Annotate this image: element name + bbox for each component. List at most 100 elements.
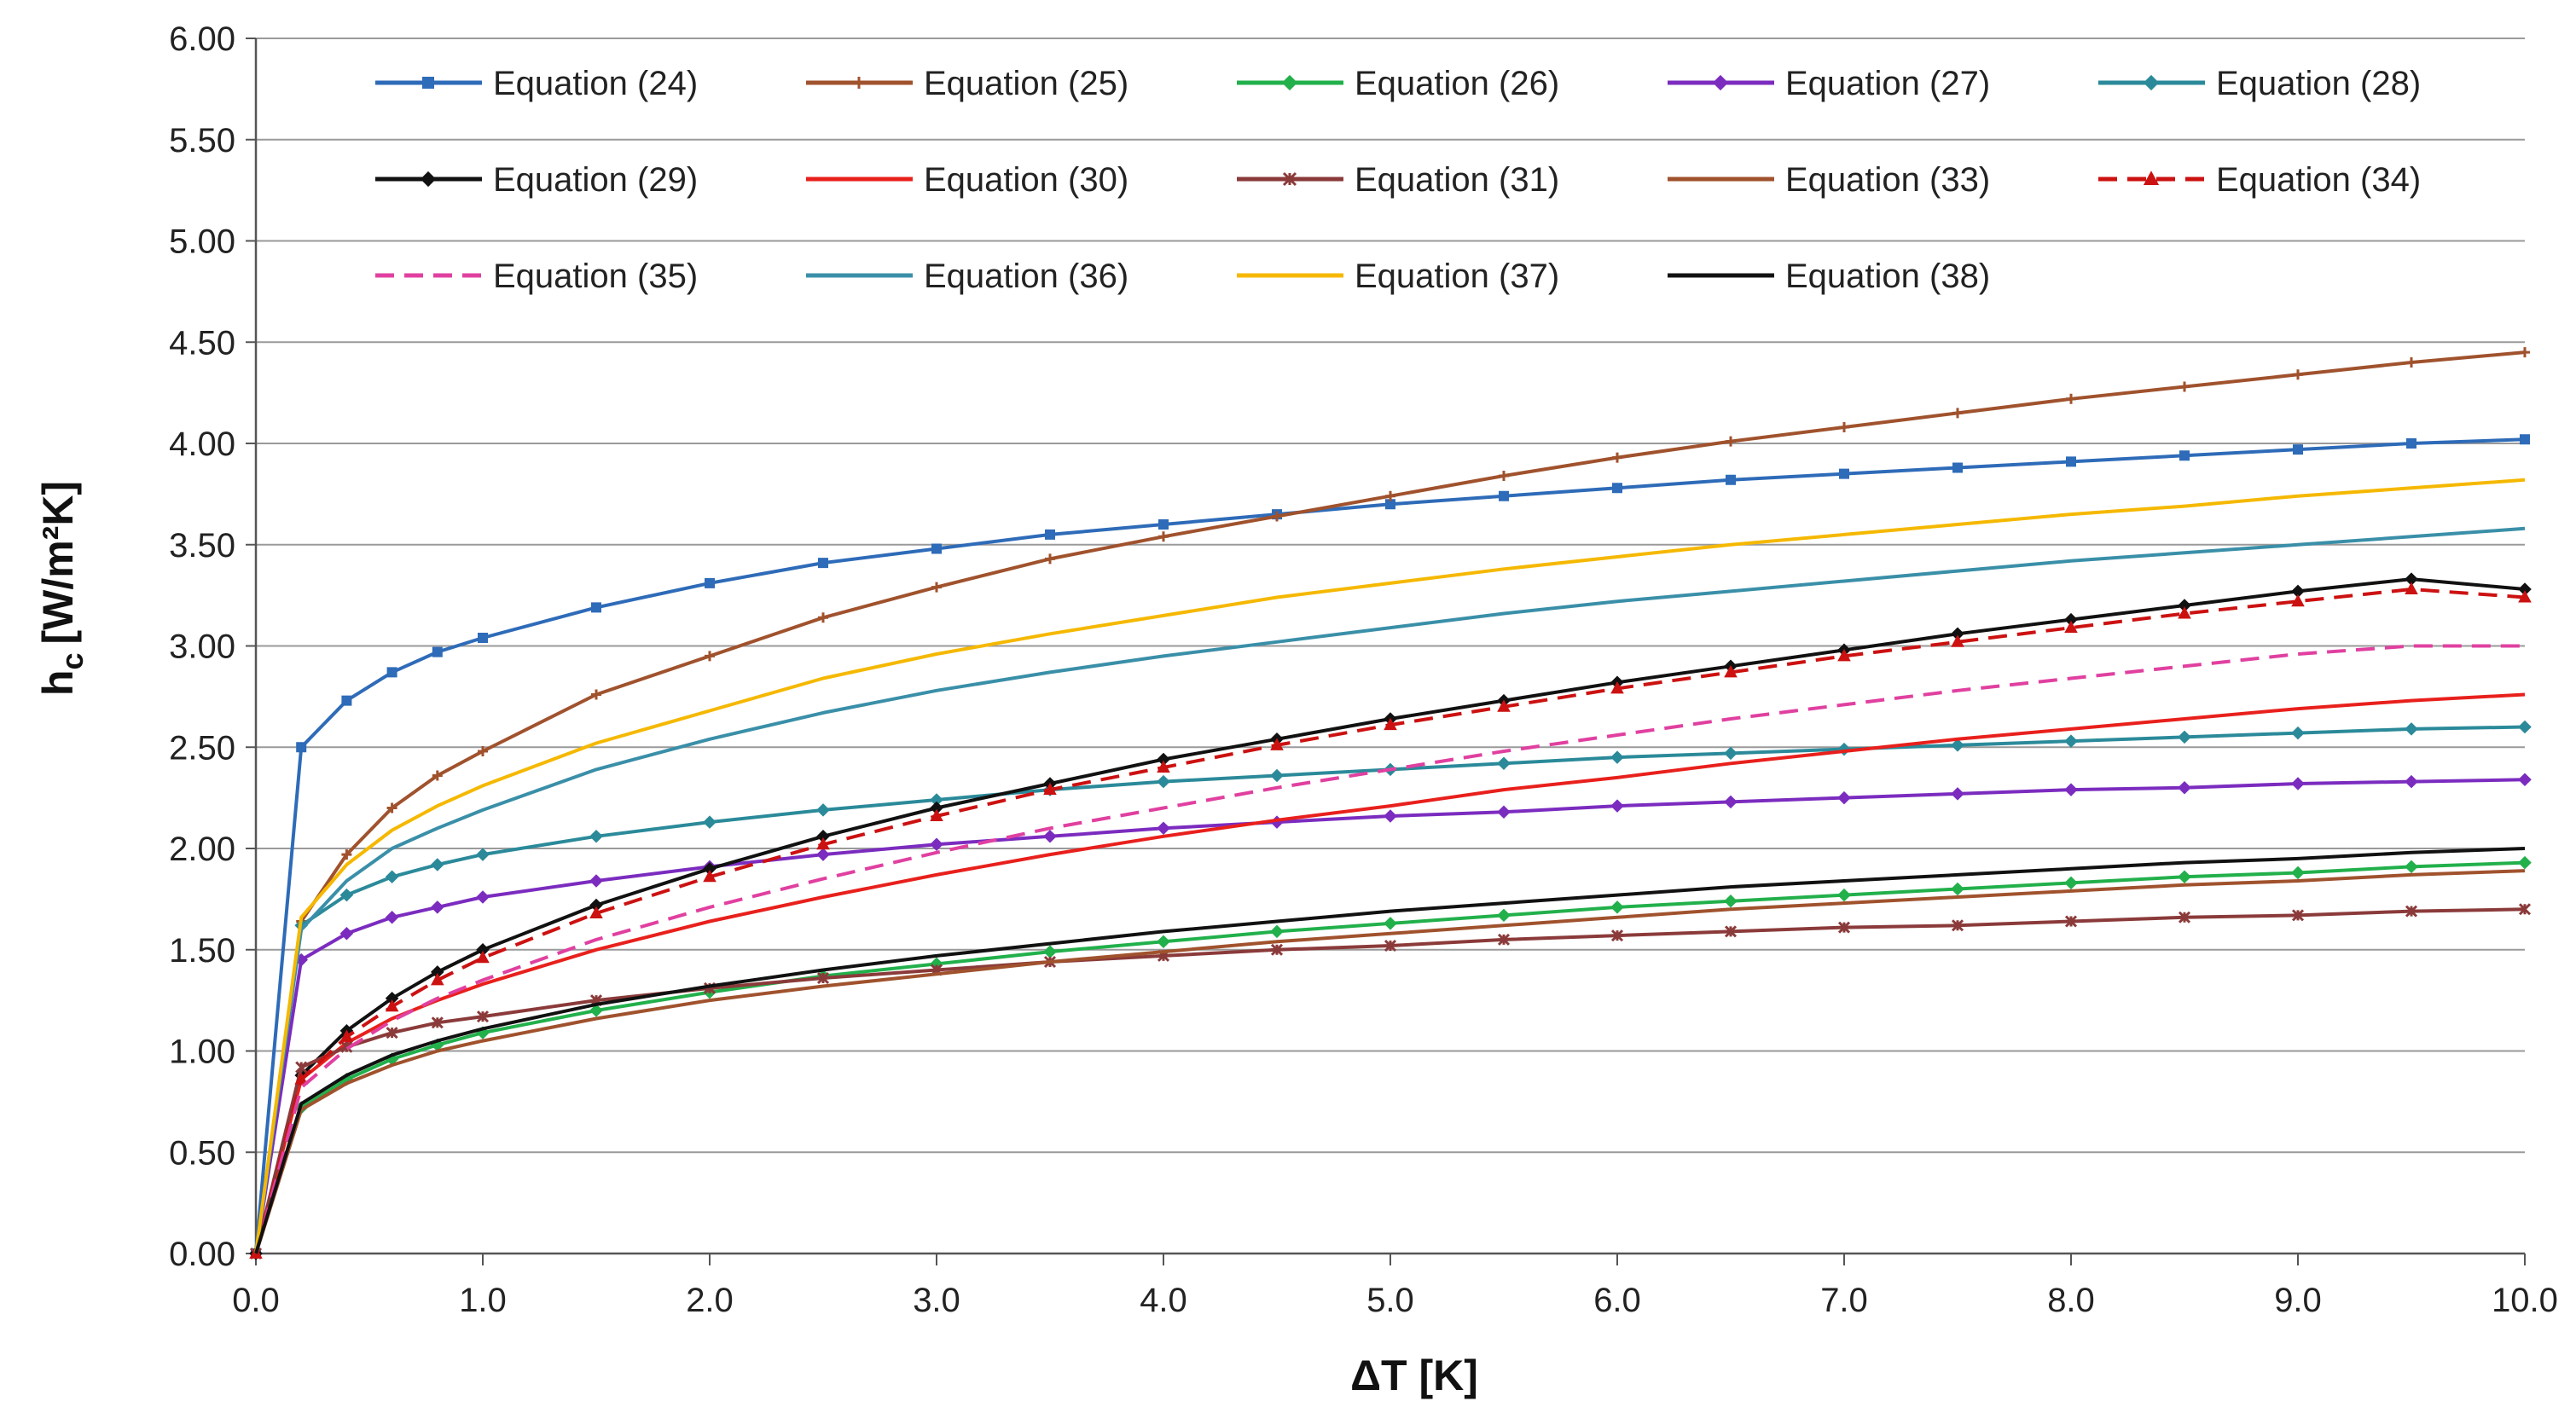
data-point [2406,357,2416,368]
data-point [1158,531,1169,542]
data-point [431,900,444,914]
y-tick-label: 1.50 [169,932,235,970]
data-point [1157,760,1170,773]
data-point [478,633,488,643]
data-point [1045,553,1055,565]
data-point [476,1010,490,1023]
data-point [476,950,490,964]
series-group [249,347,2532,1260]
legend-label: Equation (26) [1355,65,1559,102]
series-line [254,437,2526,1254]
data-point [1157,752,1170,767]
data-point [2293,444,2303,455]
series-line [254,869,2526,1254]
legend-label: Equation (24) [493,65,698,102]
data-point [2405,722,2418,736]
data-point [2518,582,2532,596]
y-tick-label: 3.50 [169,527,235,565]
data-point [1497,805,1511,819]
y-tick-label: 2.00 [169,831,235,868]
data-point [2291,777,2305,790]
data-point [1952,462,1963,473]
data-point [1612,452,1622,463]
data-point [2064,915,2078,928]
legend-marker [420,171,437,188]
data-point [2178,870,2191,884]
data-point [931,582,942,593]
data-point [2064,734,2078,748]
data-point [703,869,717,883]
series-38 [254,847,2526,1254]
data-point [1043,782,1057,796]
y-axis-title: hc [W/m²K] [34,481,90,696]
data-point [1951,882,1964,896]
legend-entry: Equation (34) [2098,161,2421,199]
data-point [1724,795,1738,809]
data-point [930,793,943,807]
data-point [385,910,399,924]
data-point [2291,726,2305,740]
x-tick-label: 6.0 [1593,1282,1641,1319]
legend-marker [853,77,865,89]
axes: 0.00 0.50 1.00 1.50 2.00 2.50 3.00 3.50 4.00 4.50… [169,20,2558,1319]
y-tick-label: 2.50 [169,729,235,767]
data-point [1497,908,1511,923]
data-point [1839,422,1849,432]
data-point [591,689,601,700]
data-point [1385,499,1395,510]
data-point [1499,471,1509,481]
series-30 [254,692,2526,1254]
data-point [816,848,830,861]
legend-marker [1281,74,1298,91]
data-point [2405,905,2418,918]
legend-label: Equation (31) [1355,161,1559,199]
data-point [930,837,943,852]
data-point [2064,783,2078,796]
series-34 [249,582,2532,1259]
data-point [1724,746,1738,761]
data-point [1951,627,1964,641]
data-point [1610,929,1624,942]
data-point [1726,474,1736,485]
data-point [476,890,490,904]
data-point [2178,599,2191,612]
legend-entry: Equation (36) [806,258,1128,295]
data-point [385,870,399,884]
data-point [930,808,943,821]
data-point [1272,511,1282,522]
data-point [2066,456,2076,467]
data-point [431,858,444,871]
data-point [2291,584,2305,599]
data-point [2064,620,2078,634]
data-point [2064,612,2078,627]
series-28 [249,720,2532,1260]
data-point [2406,438,2416,449]
legend-marker [1712,74,1729,91]
series-24 [251,434,2530,1259]
data-point [1497,756,1511,771]
legend-entry: Equation (25) [806,65,1128,102]
data-point [386,802,397,814]
series-36 [254,526,2526,1254]
data-point [589,906,603,918]
gridlines [256,38,2525,1154]
data-point [1724,664,1738,678]
data-point [703,815,717,829]
legend-label: Equation (28) [2216,65,2421,102]
data-point [589,1004,603,1017]
data-point [2291,593,2305,607]
legend-entry: Equation (28) [2098,65,2421,102]
y-tick-label: 6.00 [169,20,235,58]
y-tick-label: 5.50 [169,122,235,159]
data-point [2518,773,2532,787]
series-line [254,350,2526,1254]
data-point [1043,945,1057,958]
legend-entry: Equation (27) [1668,65,1990,102]
series-35 [254,644,2525,1254]
data-point [2405,572,2418,586]
data-point [1612,483,1622,494]
y-tick-label: 0.50 [169,1134,235,1172]
series-line [254,478,2526,1254]
data-point [1045,529,1055,540]
data-point [296,742,307,753]
